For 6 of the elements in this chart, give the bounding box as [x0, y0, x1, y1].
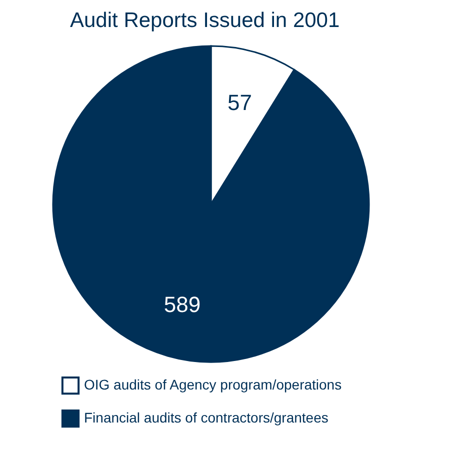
- data-label: 57: [227, 90, 252, 116]
- legend-label: OIG audits of Agency program/operations: [84, 376, 342, 392]
- chart-title: Audit Reports Issued in 2001: [70, 9, 340, 32]
- legend-label: Financial audits of contractors/grantees: [84, 410, 328, 426]
- pie-slice: [52, 45, 370, 363]
- data-label: 589: [164, 292, 201, 317]
